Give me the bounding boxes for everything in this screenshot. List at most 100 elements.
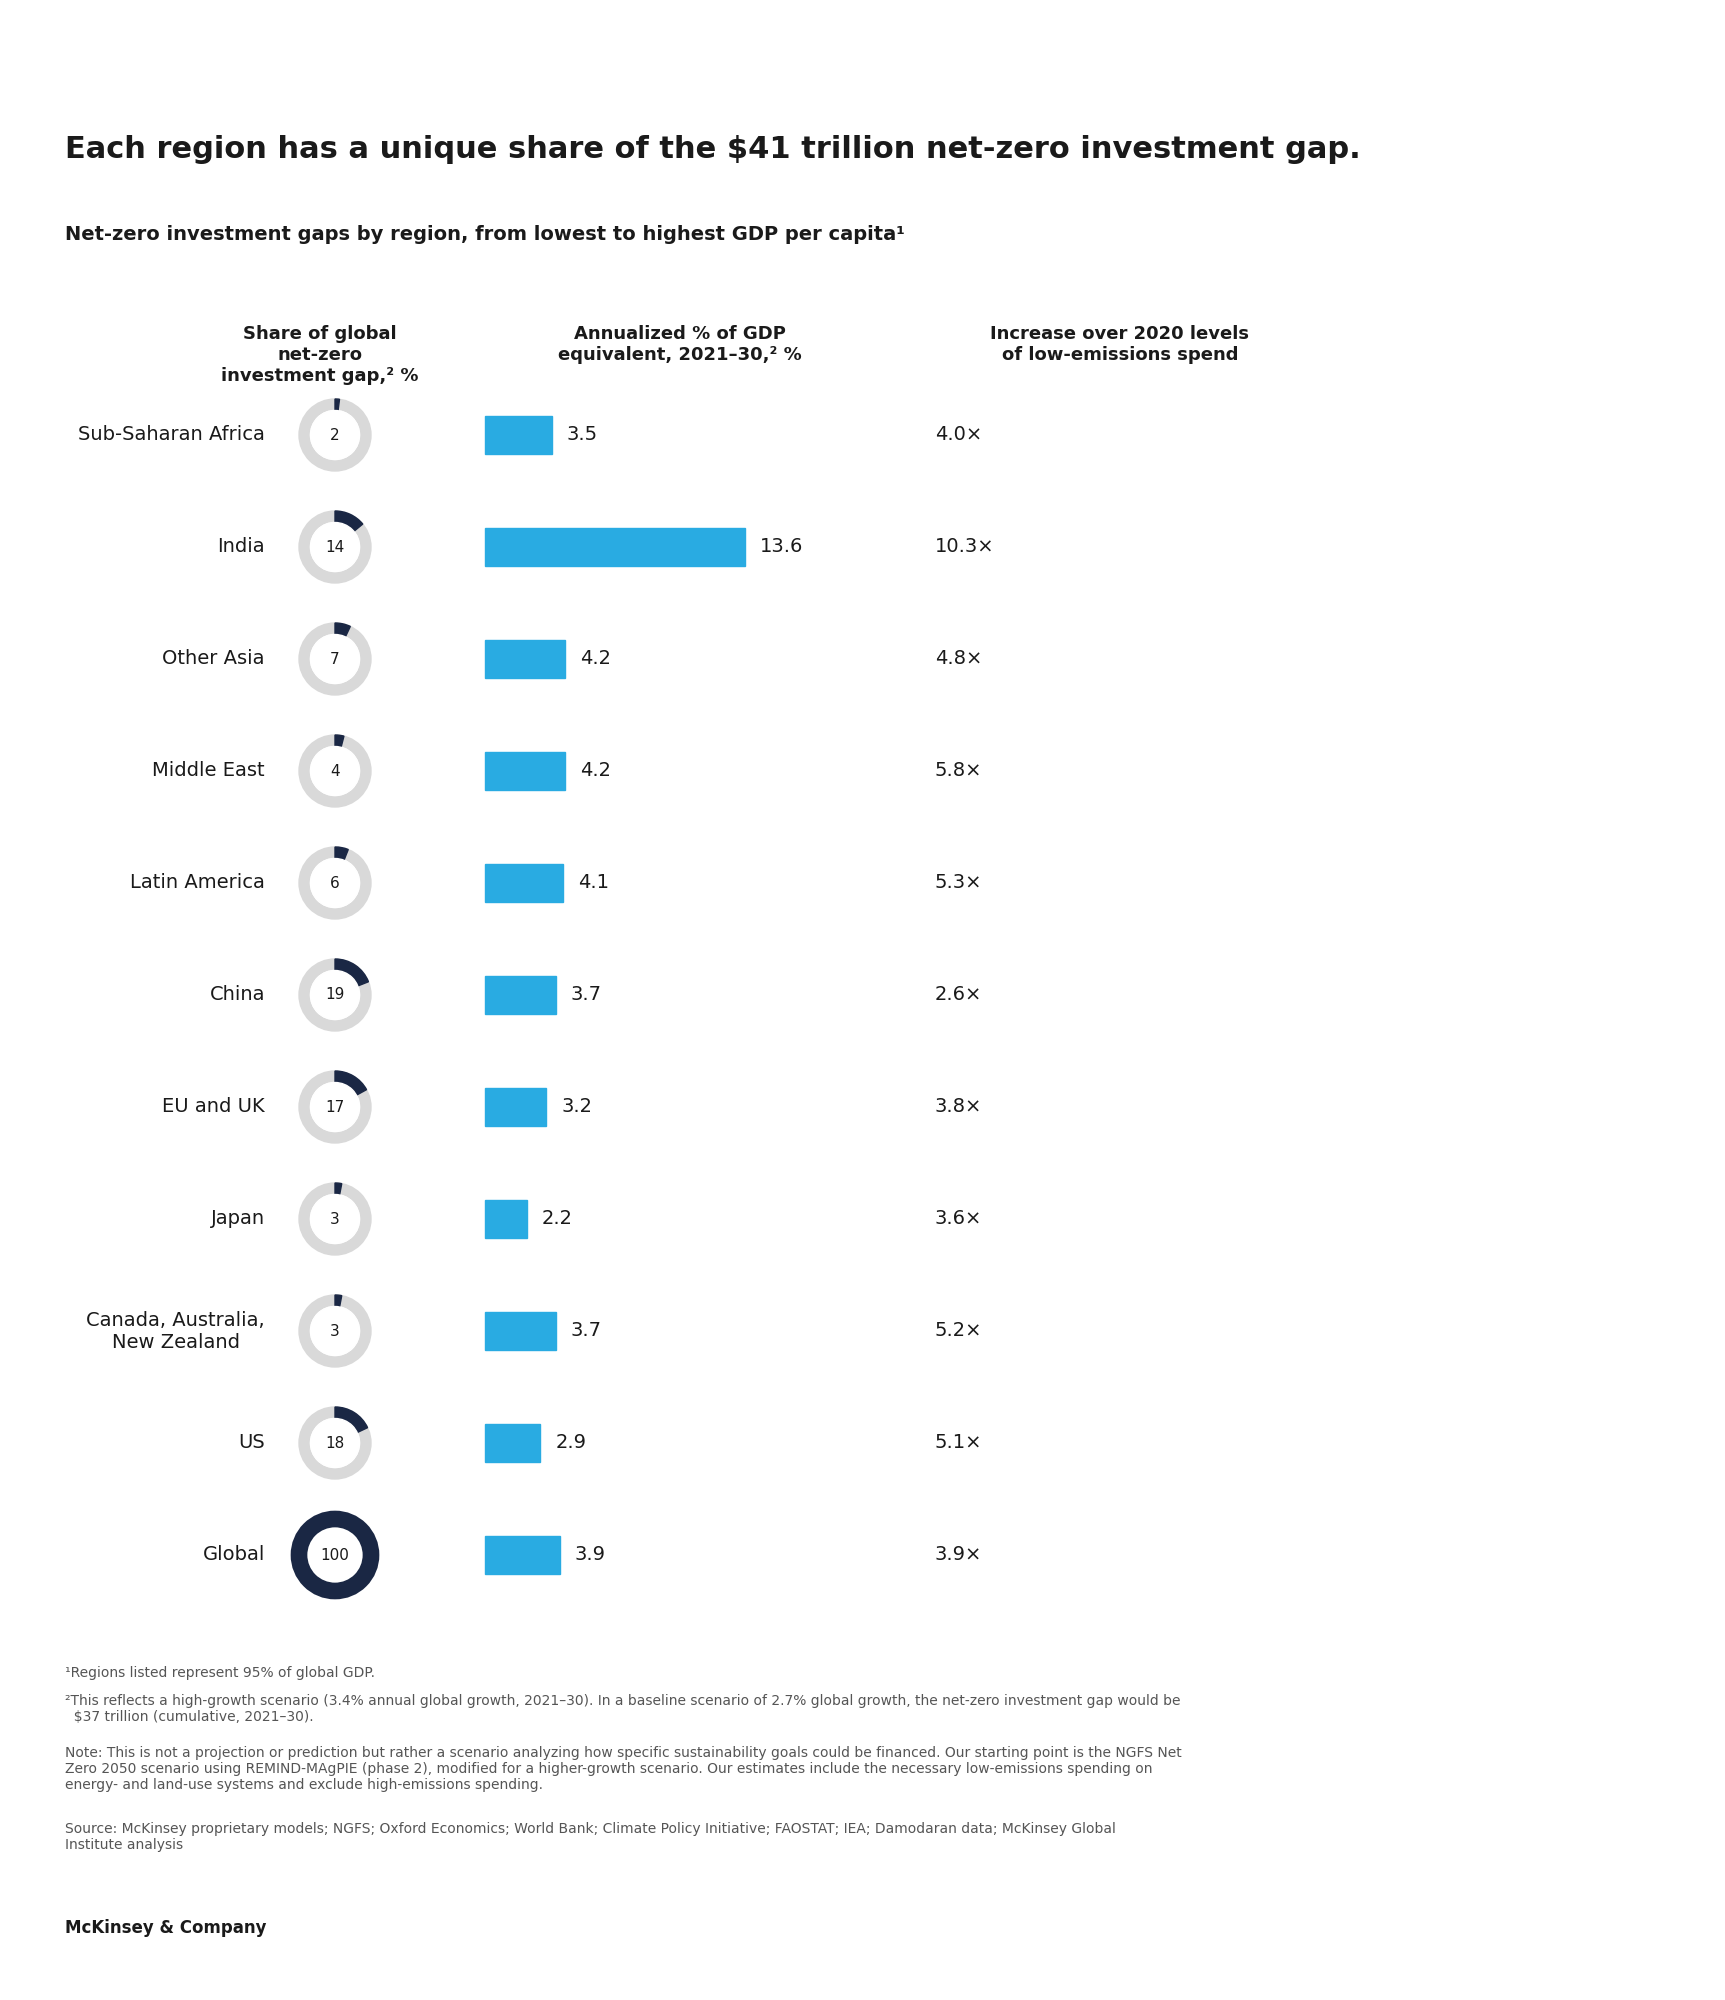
Circle shape [298,734,371,806]
Text: 3: 3 [329,1212,340,1226]
Text: 3.7: 3.7 [571,1322,602,1340]
Text: 5.8×: 5.8× [935,762,983,780]
Wedge shape [335,1072,366,1108]
Text: 3.9: 3.9 [574,1546,605,1564]
Circle shape [310,1418,359,1468]
Circle shape [310,1306,359,1356]
Text: India: India [217,538,266,556]
Text: 100: 100 [321,1548,350,1562]
Text: 3.6×: 3.6× [935,1210,982,1228]
Text: 14: 14 [326,540,345,554]
Text: 4.0×: 4.0× [935,426,982,444]
Bar [485,864,564,902]
Bar [485,1312,555,1350]
Text: 4.8×: 4.8× [935,650,982,668]
Bar [485,976,555,1014]
Circle shape [310,634,359,684]
Text: 18: 18 [326,1436,345,1450]
Circle shape [310,522,359,572]
Text: ²This reflects a high-growth scenario (3.4% annual global growth, 2021–30). In a: ²This reflects a high-growth scenario (3… [66,1694,1180,1724]
Bar [485,1536,559,1574]
Text: 4: 4 [329,764,340,778]
Text: Each region has a unique share of the $41 trillion net-zero investment gap.: Each region has a unique share of the $4… [66,136,1361,164]
Bar [485,1424,540,1462]
Text: Other Asia: Other Asia [162,650,266,668]
Circle shape [310,746,359,796]
Text: 4.1: 4.1 [578,874,609,892]
Text: 5.1×: 5.1× [935,1434,983,1452]
Circle shape [310,858,359,908]
Text: Latin America: Latin America [129,874,266,892]
Circle shape [298,1408,371,1480]
Text: Canada, Australia,
New Zealand: Canada, Australia, New Zealand [86,1310,266,1352]
Text: 2: 2 [329,428,340,442]
Text: ¹Regions listed represent 95% of global GDP.: ¹Regions listed represent 95% of global … [66,1666,374,1680]
Text: 5.3×: 5.3× [935,874,983,892]
Circle shape [310,746,359,796]
Text: Middle East: Middle East [152,762,266,780]
Circle shape [298,400,371,470]
Wedge shape [335,848,348,884]
Text: US: US [238,1434,266,1452]
Text: Source: McKinsey proprietary models; NGFS; Oxford Economics; World Bank; Climate: Source: McKinsey proprietary models; NGF… [66,1822,1116,1852]
Bar [485,528,745,566]
Text: 2.6×: 2.6× [935,986,982,1004]
Circle shape [310,410,359,460]
Text: 6: 6 [329,876,340,890]
Bar [485,1200,528,1238]
Circle shape [298,960,371,1032]
Circle shape [310,970,359,1020]
Text: 3.5: 3.5 [568,426,599,444]
Wedge shape [335,398,340,436]
Text: Note: This is not a projection or prediction but rather a scenario analyzing how: Note: This is not a projection or predic… [66,1746,1182,1792]
Circle shape [310,522,359,572]
Wedge shape [335,960,369,994]
Circle shape [310,858,359,908]
Text: Net-zero investment gaps by region, from lowest to highest GDP per capita¹: Net-zero investment gaps by region, from… [66,224,906,244]
Text: EU and UK: EU and UK [162,1098,266,1116]
Text: 10.3×: 10.3× [935,538,995,556]
Text: 3: 3 [329,1324,340,1338]
Circle shape [298,1072,371,1144]
Text: Share of global
net-zero
investment gap,² %: Share of global net-zero investment gap,… [221,324,419,384]
Text: Japan: Japan [210,1210,266,1228]
Circle shape [298,848,371,920]
Text: Annualized % of GDP
equivalent, 2021–30,² %: Annualized % of GDP equivalent, 2021–30,… [559,324,802,364]
Text: 3.8×: 3.8× [935,1098,982,1116]
Text: Sub-Saharan Africa: Sub-Saharan Africa [78,426,266,444]
Circle shape [310,1418,359,1468]
Wedge shape [335,1408,367,1444]
Text: 3.9×: 3.9× [935,1546,982,1564]
Text: 5.2×: 5.2× [935,1322,983,1340]
Circle shape [298,624,371,696]
Bar [485,640,566,678]
Bar [485,416,552,454]
Text: China: China [209,986,266,1004]
Circle shape [310,1530,359,1580]
Circle shape [298,1182,371,1256]
Circle shape [310,1194,359,1244]
Circle shape [310,410,359,460]
Text: 3.7: 3.7 [571,986,602,1004]
Text: 4.2: 4.2 [580,762,611,780]
Circle shape [298,510,371,584]
Text: 19: 19 [326,988,345,1002]
Text: 4.2: 4.2 [580,650,611,668]
Text: 3.2: 3.2 [561,1098,592,1116]
Circle shape [310,1306,359,1356]
Circle shape [310,1194,359,1244]
Wedge shape [335,736,343,770]
Text: Global: Global [202,1546,266,1564]
Circle shape [310,970,359,1020]
Wedge shape [335,1296,342,1332]
Text: 2.2: 2.2 [542,1210,573,1228]
Bar [485,1088,547,1126]
Text: 17: 17 [326,1100,345,1114]
Circle shape [310,634,359,684]
Text: 2.9: 2.9 [555,1434,587,1452]
Circle shape [310,1082,359,1132]
Circle shape [298,1296,371,1368]
Wedge shape [335,1182,342,1218]
Bar [485,752,566,790]
Wedge shape [335,510,362,546]
